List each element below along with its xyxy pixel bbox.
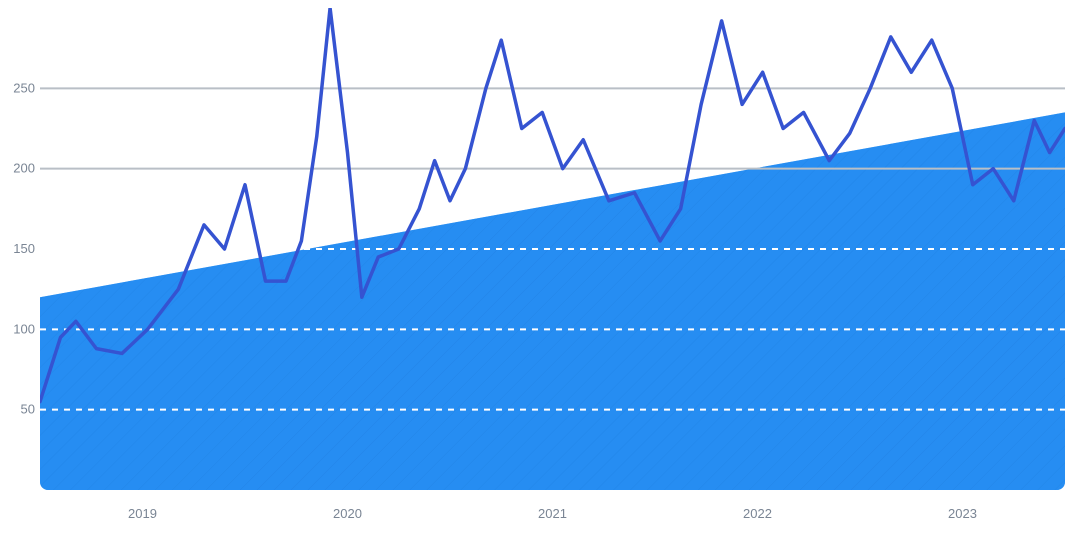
y-axis-label: 150 [13,241,35,256]
y-axis-label: 50 [21,402,35,417]
time-series-chart: 50 100 150 200 250 2019 2020 2021 2022 2023 [0,0,1075,537]
y-axis-label: 250 [13,80,35,95]
chart-svg: 50 100 150 200 250 2019 2020 2021 2022 2023 [0,0,1075,537]
y-axis-label: 200 [13,161,35,176]
x-axis-label: 2022 [743,506,772,521]
x-axis-label: 2023 [948,506,977,521]
x-axis-label: 2019 [128,506,157,521]
x-axis-label: 2020 [333,506,362,521]
y-axis-label: 100 [13,321,35,336]
x-axis-label: 2021 [538,506,567,521]
